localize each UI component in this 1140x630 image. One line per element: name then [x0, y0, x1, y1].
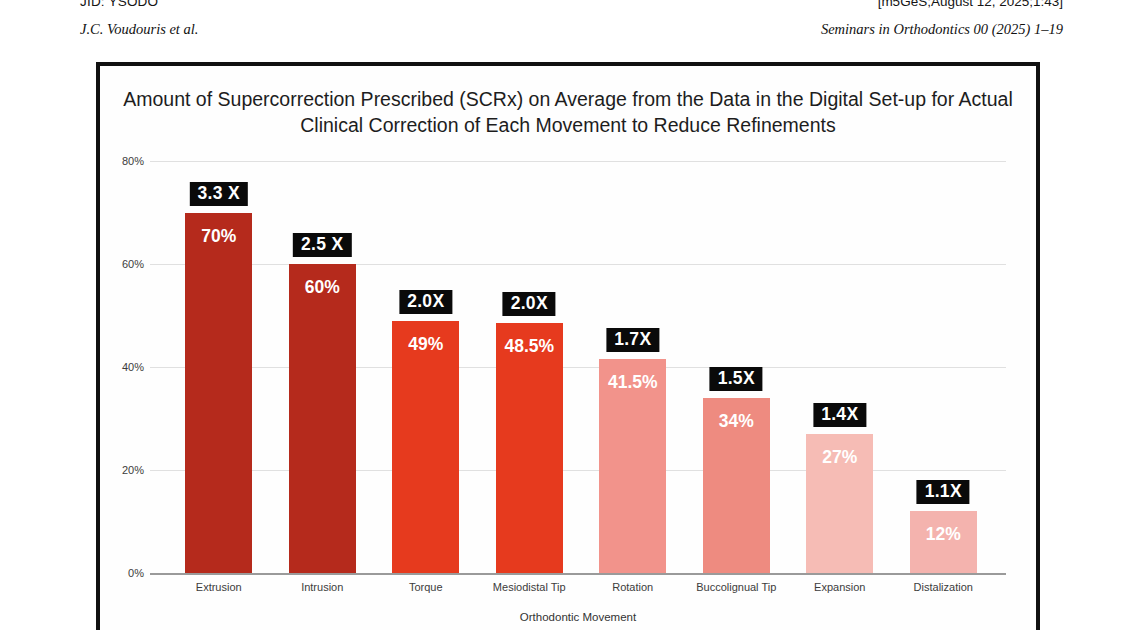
bar-distalization: 12%: [910, 511, 977, 573]
multiplier-label: 1.5X: [710, 367, 763, 391]
journal-citation: Seminars in Orthodontics 00 (2025) 1–19: [821, 21, 1063, 38]
x-tick-label: Mesiodistal Tip: [478, 581, 582, 593]
multiplier-label: 2.0X: [399, 290, 452, 314]
multiplier-label: 1.4X: [813, 403, 866, 427]
x-tick-label: Intrusion: [271, 581, 375, 593]
bar-torque: 49%: [392, 321, 459, 573]
bar-value-label: 41.5%: [599, 359, 666, 393]
bar-value-label: 60%: [289, 264, 356, 298]
bar-value-label: 49%: [392, 321, 459, 355]
bar-intrusion: 60%: [289, 264, 356, 573]
bar-value-label: 48.5%: [496, 323, 563, 357]
multiplier-label: 3.3 X: [190, 182, 248, 206]
bar-slot-torque: 49% 2.0X: [374, 161, 478, 573]
bar-slot-intrusion: 60% 2.5 X: [271, 161, 375, 573]
x-tick-row: ExtrusionIntrusionTorqueMesiodistal TipR…: [167, 581, 995, 593]
bar-extrusion: 70%: [185, 213, 252, 574]
figure-frame: Amount of Supercorrection Prescribed (SC…: [96, 62, 1040, 630]
bar-rotation: 41.5%: [599, 359, 666, 573]
x-axis-baseline: [150, 573, 1006, 575]
bar-chart-plot-area: 80%60%40%20%0%70%3.3 X60%2.5 X49%2.0X48.…: [150, 161, 1006, 573]
typeset-timestamp-tag: [m5GeS;August 12, 2025;1:43]: [878, 0, 1063, 9]
x-tick-label: Distalization: [892, 581, 996, 593]
bar-slot-distalization: 12% 1.1X: [892, 161, 996, 573]
bar-slot-mesiodistal-tip: 48.5% 2.0X: [478, 161, 582, 573]
y-tick-label: 40%: [100, 361, 144, 373]
authors-running-head: J.C. Voudouris et al.: [80, 21, 198, 38]
x-axis-title: Orthodontic Movement: [150, 611, 1006, 623]
bar-row: 70% 3.3 X 60% 2.5 X 49% 2.0X 48.5% 2.0X 41.5% 1.7…: [167, 161, 995, 573]
bar-value-label: 70%: [185, 213, 252, 247]
bar-value-label: 34%: [703, 398, 770, 432]
bar-slot-expansion: 27% 1.4X: [788, 161, 892, 573]
chart-title: Amount of Supercorrection Prescribed (SC…: [118, 87, 1018, 138]
multiplier-label: 2.0X: [503, 292, 556, 316]
multiplier-label: 1.1X: [917, 480, 970, 504]
bar-slot-buccolignual-tip: 34% 1.5X: [685, 161, 789, 573]
bar-expansion: 27%: [806, 434, 873, 573]
y-tick-label: 80%: [100, 155, 144, 167]
multiplier-label: 1.7X: [606, 328, 659, 352]
bar-mesiodistal-tip: 48.5%: [496, 323, 563, 573]
y-tick-label: 0%: [100, 567, 144, 579]
x-tick-label: Expansion: [788, 581, 892, 593]
bar-slot-rotation: 41.5% 1.7X: [581, 161, 685, 573]
bar-value-label: 12%: [910, 511, 977, 545]
y-tick-label: 20%: [100, 464, 144, 476]
bar-value-label: 27%: [806, 434, 873, 468]
multiplier-label: 2.5 X: [293, 233, 351, 257]
bar-slot-extrusion: 70% 3.3 X: [167, 161, 271, 573]
journal-id-tag: JID: YSODO: [80, 0, 158, 9]
x-tick-label: Rotation: [581, 581, 685, 593]
bar-buccolignual-tip: 34%: [703, 398, 770, 573]
x-tick-label: Buccolignual Tip: [685, 581, 789, 593]
y-tick-label: 60%: [100, 258, 144, 270]
x-tick-label: Torque: [374, 581, 478, 593]
x-tick-label: Extrusion: [167, 581, 271, 593]
